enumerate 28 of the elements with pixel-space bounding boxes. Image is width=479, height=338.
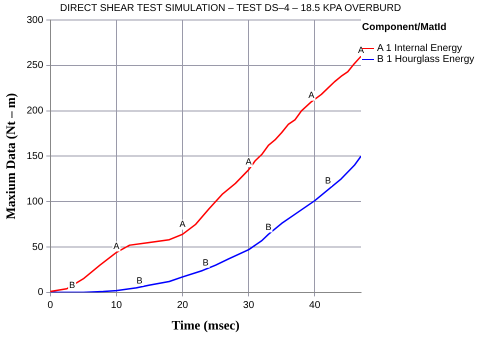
annotation: A xyxy=(246,156,252,166)
annotation: A xyxy=(308,90,314,100)
legend-label: B 1 Hourglass Energy xyxy=(377,54,474,65)
annotation: B xyxy=(136,275,143,286)
y-tick-label: 0 xyxy=(38,287,44,298)
y-tick-label: 100 xyxy=(26,196,44,208)
x-tick-label: 30 xyxy=(243,300,255,312)
x-axis-title: Time (msec) xyxy=(172,318,240,333)
x-tick-label: 40 xyxy=(309,300,321,312)
y-axis-title: Maxium Data (Nt – m) xyxy=(3,93,18,220)
x-tick-label: 20 xyxy=(176,300,189,312)
annotation: B xyxy=(324,176,331,186)
x-tick-label: 10 xyxy=(110,300,122,312)
annotation: B xyxy=(69,280,76,290)
legend-label: A 1 Internal Energy xyxy=(377,43,462,54)
y-tick-label: 200 xyxy=(26,106,44,117)
y-tick-label: 250 xyxy=(26,60,44,72)
y-tick-label: 50 xyxy=(32,242,44,253)
legend-title: Component/MatId xyxy=(362,22,448,33)
chart-title: DIRECT SHEAR TEST SIMULATION – TEST DS–4 – 18.5 KPA OVERBURD xyxy=(60,3,402,14)
x-tick-label: 0 xyxy=(48,300,54,312)
y-tick-label: 150 xyxy=(26,150,44,162)
annotation: B xyxy=(265,222,272,232)
annotation: A xyxy=(358,44,364,55)
annotation: A xyxy=(113,240,120,251)
annotation: A xyxy=(179,219,186,230)
annotation: B xyxy=(202,257,209,268)
y-tick-label: 300 xyxy=(26,14,44,26)
